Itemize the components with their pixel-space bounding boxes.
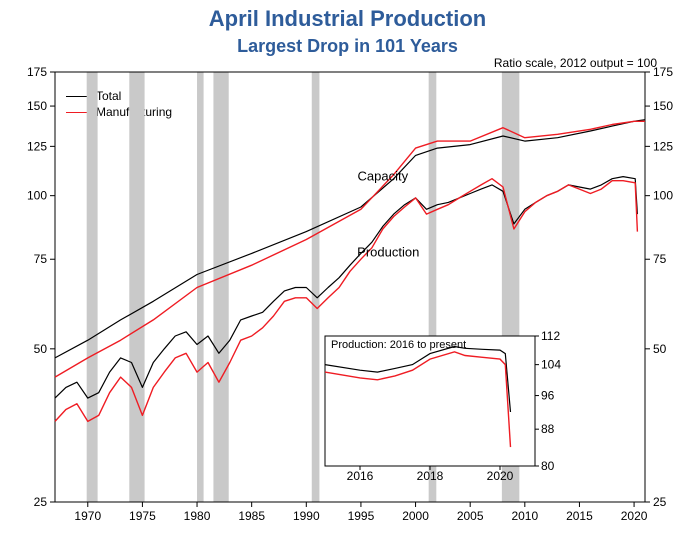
inset-y-tick-label: 112 xyxy=(541,329,560,343)
y-tick-label: 175 xyxy=(27,65,47,79)
x-tick-label: 2005 xyxy=(457,509,484,523)
production-annotation: Production xyxy=(357,244,419,259)
recession-band xyxy=(312,72,320,502)
y-tick-label-right: 150 xyxy=(653,99,673,113)
inset-y-tick-label: 96 xyxy=(541,389,555,403)
inset-x-tick-label: 2018 xyxy=(417,469,444,483)
y-tick-label-right: 50 xyxy=(653,342,667,356)
y-tick-label-right: 100 xyxy=(653,189,673,203)
recession-band xyxy=(129,72,144,502)
inset-x-tick-label: 2020 xyxy=(487,469,514,483)
x-tick-label: 2015 xyxy=(566,509,593,523)
x-tick-label: 2010 xyxy=(511,509,538,523)
inset-x-tick-label: 2016 xyxy=(347,469,374,483)
y-tick-label-right: 25 xyxy=(653,495,667,509)
inset-y-tick-label: 104 xyxy=(541,358,561,372)
x-tick-label: 1985 xyxy=(238,509,265,523)
recession-band xyxy=(213,72,228,502)
y-tick-label: 50 xyxy=(34,342,48,356)
inset-y-tick-label: 80 xyxy=(541,459,555,473)
x-tick-label: 1975 xyxy=(129,509,156,523)
main-chart-svg: 25 25 50 50 75 75 100 100 125 125 150 150 175 175 1970… xyxy=(0,0,695,536)
y-tick-label: 125 xyxy=(27,139,47,153)
x-tick-label: 2000 xyxy=(402,509,429,523)
capacity-annotation: Capacity xyxy=(357,169,408,184)
x-tick-label: 1980 xyxy=(184,509,211,523)
y-tick-label: 75 xyxy=(34,252,48,266)
y-tick-label: 25 xyxy=(34,495,48,509)
recession-band xyxy=(87,72,98,502)
x-tick-label: 1995 xyxy=(348,509,375,523)
chart-container: April Industrial Production Largest Drop… xyxy=(0,0,695,536)
y-tick-label: 100 xyxy=(27,189,47,203)
inset-y-tick-label: 88 xyxy=(541,422,555,436)
x-tick-label: 1990 xyxy=(293,509,320,523)
y-tick-label-right: 75 xyxy=(653,252,667,266)
x-tick-label: 1970 xyxy=(74,509,101,523)
y-tick-label-right: 125 xyxy=(653,139,673,153)
y-tick-label: 150 xyxy=(27,99,47,113)
inset-border xyxy=(325,336,535,466)
y-tick-label-right: 175 xyxy=(653,65,673,79)
x-tick-label: 2020 xyxy=(621,509,648,523)
